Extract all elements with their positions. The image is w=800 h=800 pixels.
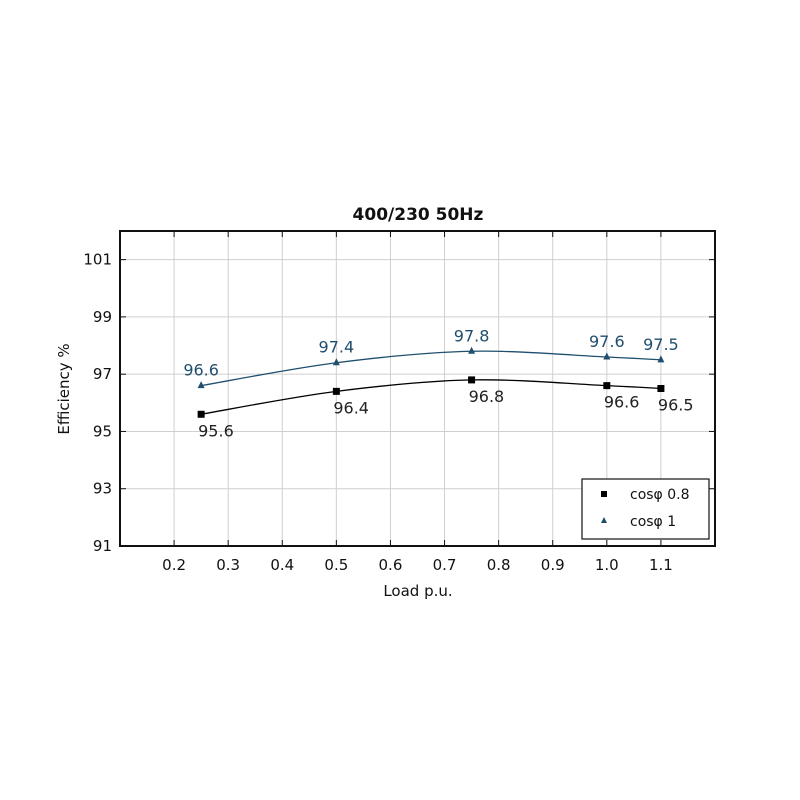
- legend-box: [581, 478, 710, 540]
- data-point: [468, 376, 476, 384]
- data-point: [332, 387, 340, 395]
- data-point: [657, 385, 665, 392]
- data-label: 96.8: [469, 387, 505, 406]
- y-tick-label: 99: [93, 308, 112, 326]
- x-tick-label: 0.5: [324, 556, 348, 574]
- data-point: [197, 410, 205, 418]
- series-layer: 95.6 96.4 96.8 96.6 96.5 96.6 97.4 97.8 97.6 97.5: [183, 326, 693, 440]
- data-label: 96.5: [658, 396, 694, 415]
- series-1: 96.6 97.4 97.8 97.6 97.5: [183, 326, 679, 389]
- data-point: [197, 381, 205, 389]
- legend-label: cosφ 1: [630, 514, 676, 530]
- data-label: 97.5: [643, 335, 679, 354]
- x-tick-label: 0.7: [433, 556, 457, 574]
- chart-title: 400/230 50Hz: [353, 205, 484, 225]
- y-tick-label: 95: [93, 422, 112, 440]
- x-tick-label: 0.2: [162, 556, 186, 574]
- data-point: [603, 382, 611, 390]
- series-line: [201, 379, 661, 415]
- legend-label: cosφ 0.8: [630, 487, 690, 503]
- data-label: 97.8: [454, 326, 490, 345]
- y-tick-label: 93: [93, 480, 112, 498]
- data-point: [332, 358, 340, 366]
- data-point: [468, 346, 476, 354]
- data-point: [603, 352, 611, 360]
- legend-marker: [601, 491, 607, 497]
- x-axis-label: Load p.u.: [383, 582, 452, 600]
- data-point: [657, 355, 665, 363]
- data-label: 97.4: [319, 338, 355, 357]
- series-0: 95.6 96.4 96.8 96.6 96.5: [197, 376, 694, 440]
- x-tick-label: 0.9: [541, 556, 565, 574]
- x-tick-label: 0.8: [487, 556, 511, 574]
- legend-marker: [601, 517, 607, 523]
- y-tick-label: 97: [93, 365, 112, 383]
- x-tick-label: 0.4: [270, 556, 294, 574]
- series-line: [201, 350, 661, 387]
- y-tick-label: 91: [93, 537, 112, 555]
- data-label: 95.6: [198, 421, 234, 440]
- data-label: 96.6: [604, 393, 640, 412]
- data-label: 96.4: [333, 398, 369, 417]
- legend: cosφ 0.8 cosφ 1: [581, 478, 710, 540]
- data-label: 97.6: [589, 332, 625, 351]
- x-tick-label: 1.0: [595, 556, 619, 574]
- plot-frame: [119, 230, 716, 547]
- x-tick-label: 1.1: [649, 556, 673, 574]
- axis-ticks: 0.2 0.3 0.4 0.5 0.6 0.7 0.8 0.9 1.0 1.1 91 93 95 97 99…: [83, 231, 715, 574]
- y-axis-label: Efficiency %: [55, 343, 73, 434]
- data-label: 96.6: [183, 361, 219, 380]
- x-tick-label: 0.3: [216, 556, 240, 574]
- x-tick-label: 0.6: [379, 556, 403, 574]
- y-tick-label: 101: [83, 251, 112, 269]
